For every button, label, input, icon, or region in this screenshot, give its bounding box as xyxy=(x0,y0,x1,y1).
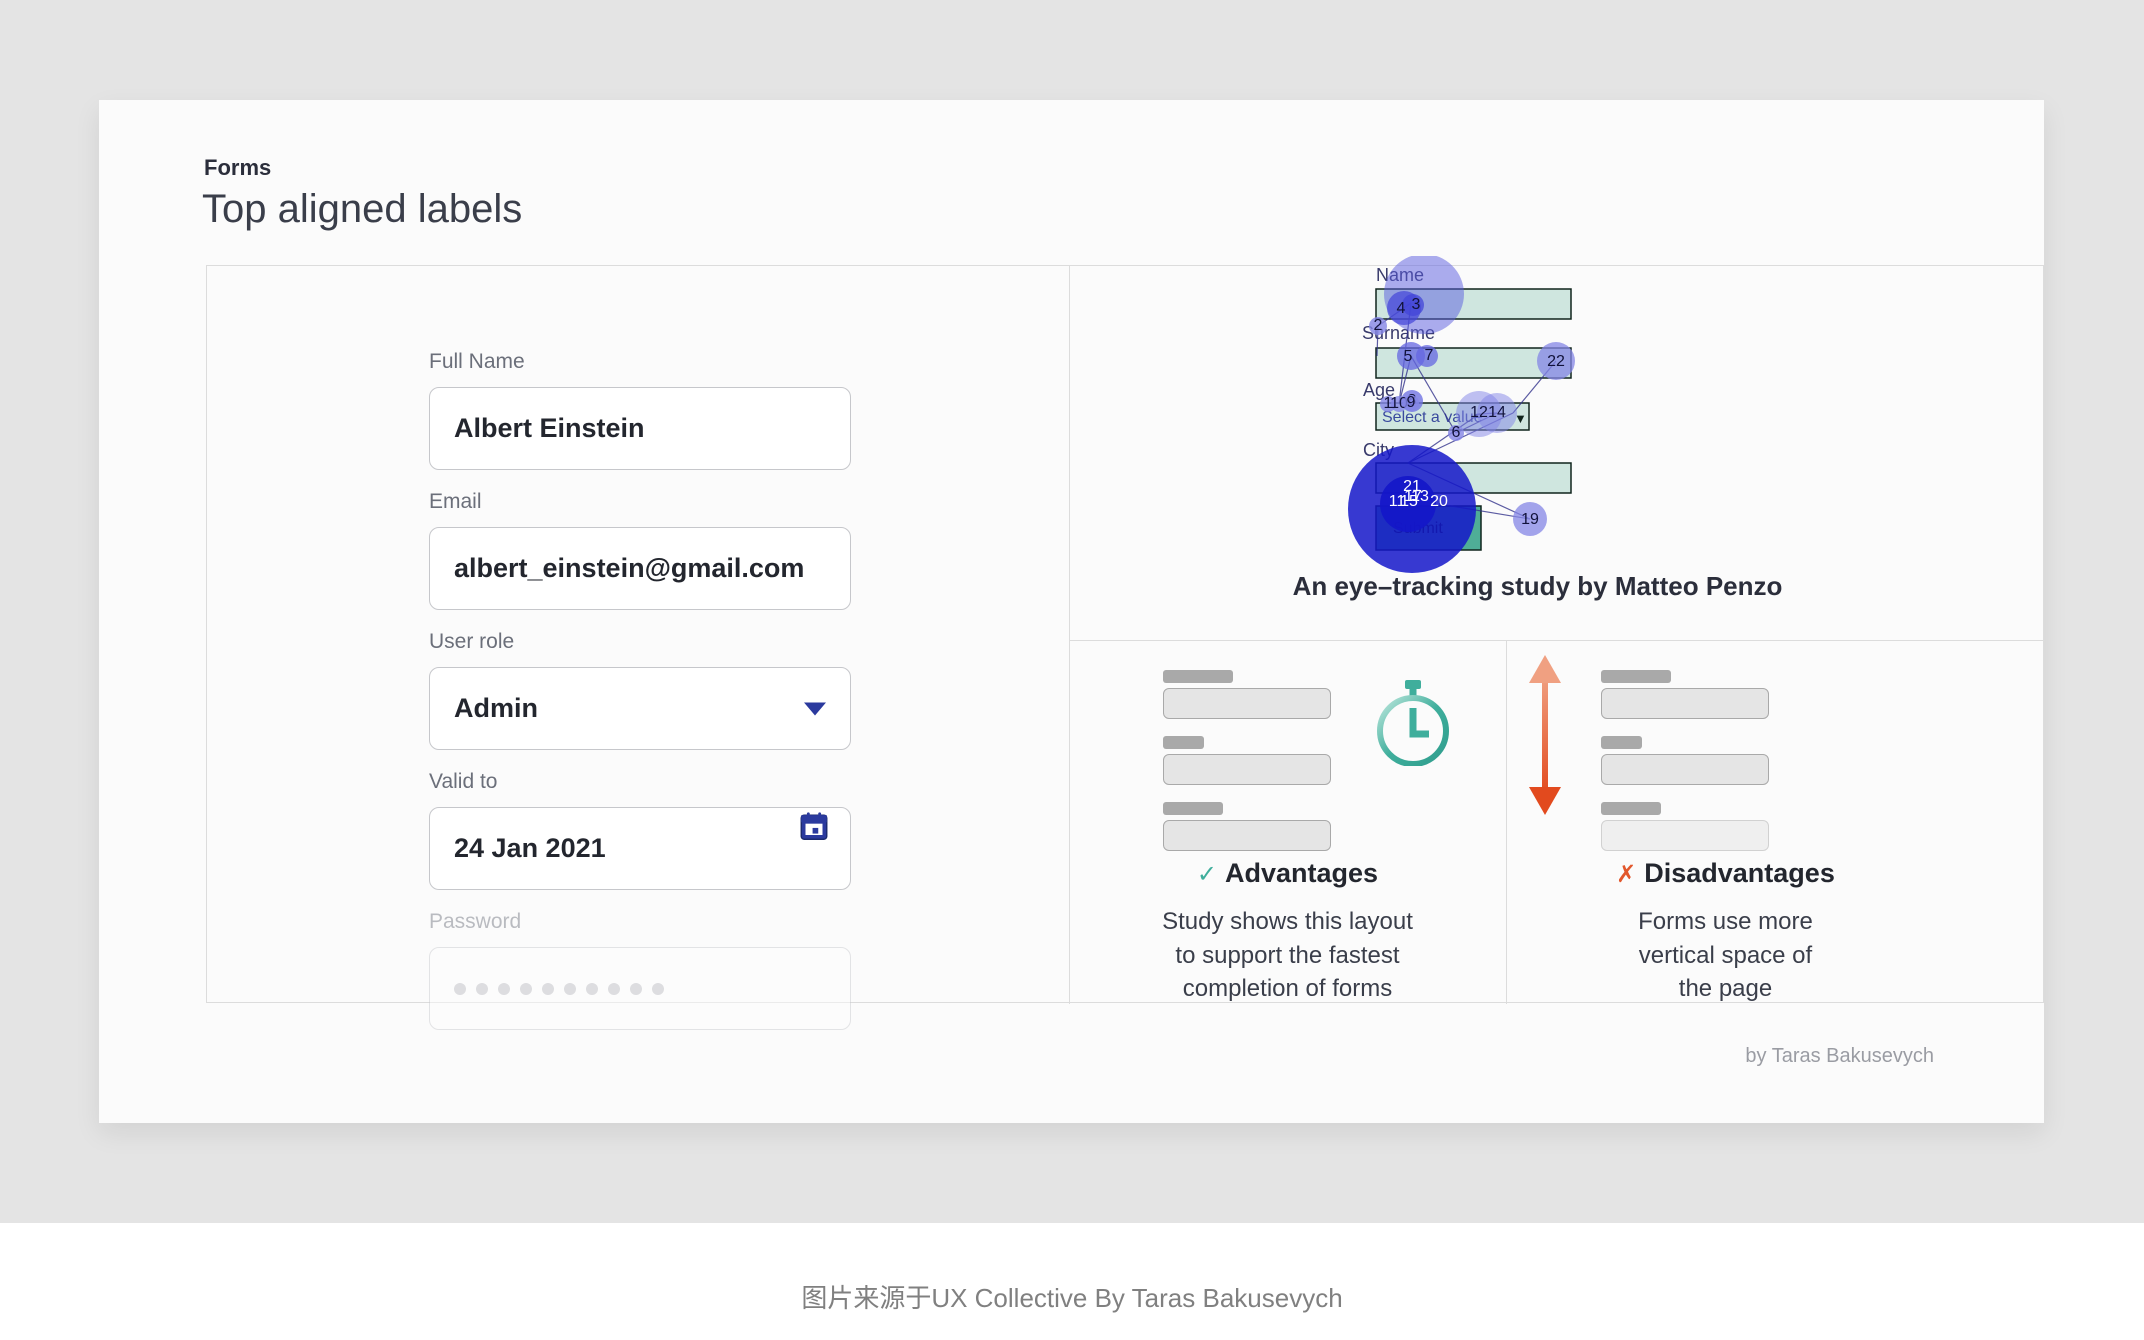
svg-text:2: 2 xyxy=(1374,317,1383,334)
svg-text:9: 9 xyxy=(1407,394,1416,411)
svg-text:15: 15 xyxy=(1400,493,1418,510)
svg-text:6: 6 xyxy=(1452,424,1461,441)
svg-text:20: 20 xyxy=(1430,493,1448,510)
svg-text:22: 22 xyxy=(1547,353,1565,370)
svg-text:5: 5 xyxy=(1404,348,1413,365)
svg-text:7: 7 xyxy=(1425,347,1434,364)
svg-text:3: 3 xyxy=(1412,296,1421,313)
svg-text:19: 19 xyxy=(1521,511,1539,528)
svg-text:12: 12 xyxy=(1470,404,1488,421)
svg-text:14: 14 xyxy=(1488,404,1506,421)
svg-text:4: 4 xyxy=(1397,300,1406,317)
